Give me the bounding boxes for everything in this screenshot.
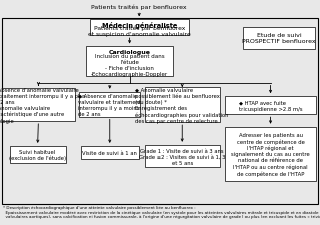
Text: Grade 1 : Visite de suivi à 3 ans
Grade ≥2 : Visites de suivi à 1, 3
et 5 ans: Grade 1 : Visite de suivi à 3 ans Grade … bbox=[139, 148, 225, 165]
Text: ◆ Absence d'anomalie valvulaire
et traitement interrompu il y a plus
de 2 ans
◆ : ◆ Absence d'anomalie valvulaire et trait… bbox=[0, 87, 85, 123]
Bar bbox=[81, 146, 139, 160]
Text: ◆ Anomalie valvulaire
possiblement liée au benfluorex
(ou doute) *
Enregistremen: ◆ Anomalie valvulaire possiblement liée … bbox=[135, 87, 229, 123]
Bar bbox=[90, 20, 189, 36]
Bar bbox=[2, 89, 75, 122]
Bar bbox=[225, 127, 316, 181]
Text: Etude de suivi
PROSPECTIF benfluorex: Etude de suivi PROSPECTIF benfluorex bbox=[242, 33, 316, 44]
Bar bbox=[145, 145, 220, 168]
Text: Patients traités par benfluorex
et suspicion d'anomalie valvulaire: Patients traités par benfluorex et suspi… bbox=[88, 26, 191, 37]
Text: Inclusion du patient dans
l'étude
- Fiche d'inclusion
-Echocardiographie-Doppler: Inclusion du patient dans l'étude - Fich… bbox=[91, 54, 168, 77]
Text: Cardiologue: Cardiologue bbox=[108, 50, 151, 55]
Bar bbox=[145, 88, 220, 123]
Bar bbox=[243, 28, 315, 50]
Bar bbox=[86, 47, 173, 76]
Bar bbox=[225, 97, 316, 115]
Text: * Description échocardiographique d'une atteinte valvulaire possiblement liée au: * Description échocardiographique d'une … bbox=[3, 205, 320, 218]
Text: Patients traités par benfluorex: Patients traités par benfluorex bbox=[92, 5, 187, 10]
Text: Médecin généraliste: Médecin généraliste bbox=[101, 22, 177, 29]
Bar bbox=[2, 19, 318, 204]
Bar bbox=[79, 92, 140, 117]
Text: Adresser les patients au
centre de compétence de
l'HTAP régional et
signalement : Adresser les patients au centre de compé… bbox=[231, 133, 310, 176]
Text: ◆ Absence d'anomalie
valvulaire et traitement
interrompu il y a moins
de 2 ans: ◆ Absence d'anomalie valvulaire et trait… bbox=[78, 93, 141, 116]
Bar bbox=[10, 146, 66, 163]
Text: Visite de suivi à 1 an: Visite de suivi à 1 an bbox=[82, 151, 137, 155]
Text: ◆ HTAP avec fuite
tricuspidienne >2.8 m/s: ◆ HTAP avec fuite tricuspidienne >2.8 m/… bbox=[239, 100, 302, 111]
Text: Suivi habituel
(exclusion de l'étude): Suivi habituel (exclusion de l'étude) bbox=[9, 149, 66, 160]
